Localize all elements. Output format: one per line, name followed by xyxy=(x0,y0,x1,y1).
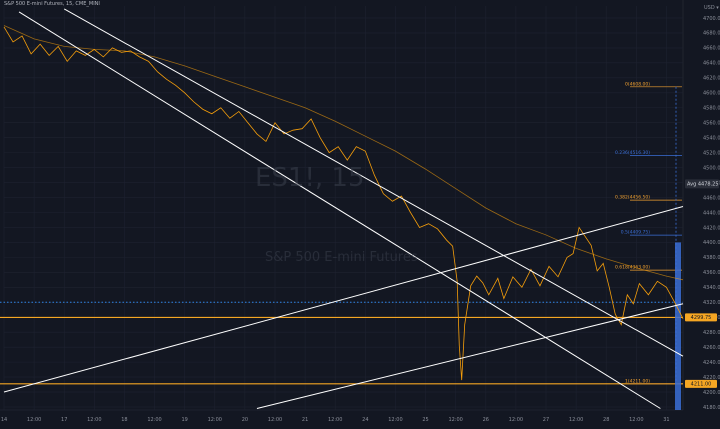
x-tick-label: 20 xyxy=(242,417,248,423)
x-tick-label: 12:00 xyxy=(147,417,161,423)
y-tick-label: 4280.00 xyxy=(703,330,720,336)
trendline xyxy=(18,11,661,409)
y-tick-label: 4180.00 xyxy=(703,405,720,411)
y-tick-label: 4360.00 xyxy=(703,270,720,276)
x-tick-label: 28 xyxy=(603,417,609,423)
avg-badge xyxy=(685,179,719,189)
x-tick-label: 24 xyxy=(362,417,368,423)
y-tick-label: 4240.00 xyxy=(703,360,720,366)
fib-level-label: 1(4211.00) xyxy=(625,378,650,384)
x-tick-label: 18 xyxy=(121,417,127,423)
x-tick-label: 12:00 xyxy=(27,417,41,423)
x-tick-label: 12:00 xyxy=(629,417,643,423)
trendline xyxy=(256,303,684,409)
y-tick-label: 4320.00 xyxy=(703,300,720,306)
trendline xyxy=(63,8,684,357)
price-level-badge-label: 4211.00 xyxy=(691,382,712,388)
x-tick-label: 12:00 xyxy=(388,417,402,423)
y-tick-label: 4680.00 xyxy=(703,31,720,37)
fib-level-label: 0(4608.00) xyxy=(625,81,650,87)
x-tick-label: 12:00 xyxy=(328,417,342,423)
x-tick-label: 12:00 xyxy=(87,417,101,423)
y-tick-label: 4540.00 xyxy=(703,135,720,141)
y-tick-label: 4640.00 xyxy=(703,61,720,67)
x-tick-label: 12:00 xyxy=(208,417,222,423)
x-tick-label: 25 xyxy=(422,417,428,423)
y-tick-label: 4520.00 xyxy=(703,150,720,156)
y-tick-label: 4560.00 xyxy=(703,121,720,127)
x-tick-label: 21 xyxy=(302,417,308,423)
x-tick-label: 12:00 xyxy=(509,417,523,423)
y-tick-label: 4580.00 xyxy=(703,106,720,112)
x-tick-label: 12:00 xyxy=(448,417,462,423)
price-level-badge xyxy=(685,313,717,322)
volume-profile-bar xyxy=(675,242,681,410)
x-tick-label: 26 xyxy=(483,417,489,423)
y-tick-label: 4620.00 xyxy=(703,76,720,82)
avg-badge-label: Avg 4478.25 xyxy=(687,182,719,188)
x-tick-label: 19 xyxy=(181,417,187,423)
fib-level-label: 0.618(4363.00) xyxy=(615,265,650,271)
fib-level-label: 0.382(4456.50) xyxy=(615,195,650,201)
y-tick-label: 4460.00 xyxy=(703,195,720,201)
price-level-badge-label: 4299.75 xyxy=(691,315,712,321)
y-tick-label: 4660.00 xyxy=(703,46,720,52)
trendline xyxy=(3,206,684,393)
y-tick-label: 4420.00 xyxy=(703,225,720,231)
y-tick-label: 4700.00 xyxy=(703,16,720,22)
y-tick-label: 4500.00 xyxy=(703,165,720,171)
y-tick-label: 4400.00 xyxy=(703,240,720,246)
moving-average-line xyxy=(3,25,684,281)
x-tick-label: 17 xyxy=(61,417,67,423)
fib-level-label: 0.5(4409.75) xyxy=(621,230,651,236)
y-tick-label: 4600.00 xyxy=(703,91,720,97)
price-axis-currency: USD ▾ xyxy=(704,5,719,11)
symbol-title: S&P 500 E-mini Futures, 15, CME_MINI xyxy=(4,1,100,7)
y-tick-label: 4200.00 xyxy=(703,390,720,396)
price-line xyxy=(3,26,684,381)
y-tick-label: 4340.00 xyxy=(703,285,720,291)
y-tick-label: 4260.00 xyxy=(703,345,720,351)
x-tick-label: 12:00 xyxy=(268,417,282,423)
fib-level-label: 0.236(4516.30) xyxy=(615,150,650,156)
symbol-watermark: ES1!, 15 xyxy=(255,163,365,193)
x-tick-label: 27 xyxy=(543,417,549,423)
symbol-watermark-subtitle: S&P 500 E-mini Futures xyxy=(265,250,418,265)
y-tick-label: 4220.00 xyxy=(703,375,720,381)
price-axis-panel xyxy=(683,0,720,425)
y-tick-label: 4440.00 xyxy=(703,210,720,216)
x-tick-label: 14 xyxy=(1,417,7,423)
price-level-badge xyxy=(685,379,717,388)
x-tick-label: 31 xyxy=(663,417,669,423)
x-tick-label: 12:00 xyxy=(569,417,583,423)
y-tick-label: 4380.00 xyxy=(703,255,720,261)
